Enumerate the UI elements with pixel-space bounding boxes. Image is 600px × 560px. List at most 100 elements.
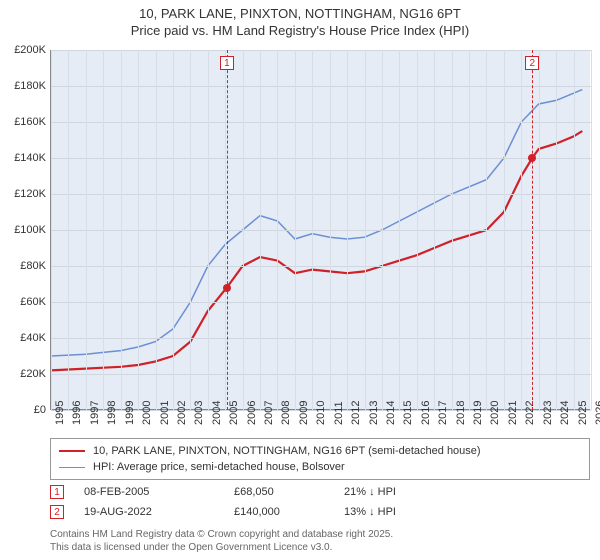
footer-attribution: Contains HM Land Registry data © Crown c… (50, 528, 393, 554)
x-tick-label: 2019 (472, 395, 484, 425)
x-gridline (521, 50, 522, 410)
x-tick-label: 1995 (54, 395, 66, 425)
x-gridline (173, 50, 174, 410)
x-gridline (103, 50, 104, 410)
series-line-price_paid (51, 131, 582, 370)
x-tick-label: 2024 (559, 395, 571, 425)
x-gridline (365, 50, 366, 410)
y-tick-label: £160K (1, 116, 46, 128)
x-tick-label: 1999 (124, 395, 136, 425)
transaction-price: £140,000 (234, 506, 344, 518)
x-tick-label: 2023 (542, 395, 554, 425)
transaction-pct: 13% ↓ HPI (344, 506, 464, 518)
x-tick-label: 2011 (333, 395, 345, 425)
y-tick-label: £200K (1, 44, 46, 56)
x-gridline (86, 50, 87, 410)
table-row: 2 19-AUG-2022 £140,000 13% ↓ HPI (50, 502, 590, 522)
x-gridline (260, 50, 261, 410)
transaction-pct: 21% ↓ HPI (344, 486, 464, 498)
x-tick-label: 2012 (350, 395, 362, 425)
row-number-box: 2 (50, 505, 64, 519)
y-tick-label: £0 (1, 404, 46, 416)
x-tick-label: 2016 (420, 395, 432, 425)
x-gridline (68, 50, 69, 410)
x-gridline (486, 50, 487, 410)
x-gridline (51, 50, 52, 410)
y-gridline (51, 50, 591, 51)
x-gridline (208, 50, 209, 410)
x-gridline (156, 50, 157, 410)
x-tick-label: 2004 (211, 395, 223, 425)
x-tick-label: 2002 (176, 395, 188, 425)
y-gridline (51, 86, 591, 87)
y-gridline (51, 266, 591, 267)
marker-line (227, 50, 228, 410)
y-gridline (51, 338, 591, 339)
x-gridline (243, 50, 244, 410)
legend-swatch-hpi (59, 467, 85, 468)
x-tick-label: 2000 (141, 395, 153, 425)
x-tick-label: 1996 (71, 395, 83, 425)
footer-line-2: This data is licensed under the Open Gov… (50, 541, 393, 554)
transaction-date: 19-AUG-2022 (84, 506, 234, 518)
x-tick-label: 2026 (594, 395, 600, 425)
x-tick-label: 2014 (385, 395, 397, 425)
x-gridline (347, 50, 348, 410)
x-gridline (399, 50, 400, 410)
footer-line-1: Contains HM Land Registry data © Crown c… (50, 528, 393, 541)
series-line-hpi (51, 90, 582, 356)
y-tick-label: £60K (1, 296, 46, 308)
x-tick-label: 2025 (577, 395, 589, 425)
x-tick-label: 2005 (228, 395, 240, 425)
y-tick-label: £140K (1, 152, 46, 164)
x-gridline (452, 50, 453, 410)
marker-label: 1 (220, 56, 234, 70)
transaction-price: £68,050 (234, 486, 344, 498)
legend: 10, PARK LANE, PINXTON, NOTTINGHAM, NG16… (50, 438, 590, 480)
legend-swatch-price-paid (59, 450, 85, 452)
x-tick-label: 2010 (315, 395, 327, 425)
x-tick-label: 2003 (193, 395, 205, 425)
x-gridline (574, 50, 575, 410)
marker-dot (223, 284, 231, 292)
x-gridline (277, 50, 278, 410)
table-row: 1 08-FEB-2005 £68,050 21% ↓ HPI (50, 482, 590, 502)
x-tick-label: 2018 (455, 395, 467, 425)
x-tick-label: 2013 (368, 395, 380, 425)
x-gridline (312, 50, 313, 410)
y-gridline (51, 302, 591, 303)
x-tick-label: 2009 (298, 395, 310, 425)
x-gridline (382, 50, 383, 410)
y-tick-label: £20K (1, 368, 46, 380)
x-tick-label: 2021 (507, 395, 519, 425)
y-tick-label: £180K (1, 80, 46, 92)
y-tick-label: £80K (1, 260, 46, 272)
x-gridline (121, 50, 122, 410)
x-tick-label: 2022 (524, 395, 536, 425)
x-tick-label: 2017 (437, 395, 449, 425)
row-number-box: 1 (50, 485, 64, 499)
legend-row-price-paid: 10, PARK LANE, PINXTON, NOTTINGHAM, NG16… (59, 443, 581, 459)
marker-label: 2 (525, 56, 539, 70)
x-tick-label: 2020 (489, 395, 501, 425)
transaction-table: 1 08-FEB-2005 £68,050 21% ↓ HPI 2 19-AUG… (50, 482, 590, 522)
x-tick-label: 1998 (106, 395, 118, 425)
y-gridline (51, 122, 591, 123)
x-tick-label: 2015 (402, 395, 414, 425)
x-gridline (138, 50, 139, 410)
x-gridline (469, 50, 470, 410)
marker-dot (528, 154, 536, 162)
chart-container: £0£20K£40K£60K£80K£100K£120K£140K£160K£1… (50, 50, 590, 410)
legend-row-hpi: HPI: Average price, semi-detached house,… (59, 459, 581, 475)
x-tick-label: 2007 (263, 395, 275, 425)
y-gridline (51, 374, 591, 375)
transaction-date: 08-FEB-2005 (84, 486, 234, 498)
x-tick-label: 2008 (280, 395, 292, 425)
marker-line (532, 50, 533, 410)
title-line-1: 10, PARK LANE, PINXTON, NOTTINGHAM, NG16… (0, 6, 600, 23)
x-gridline (417, 50, 418, 410)
y-tick-label: £100K (1, 224, 46, 236)
x-tick-label: 2001 (159, 395, 171, 425)
x-gridline (556, 50, 557, 410)
y-gridline (51, 230, 591, 231)
